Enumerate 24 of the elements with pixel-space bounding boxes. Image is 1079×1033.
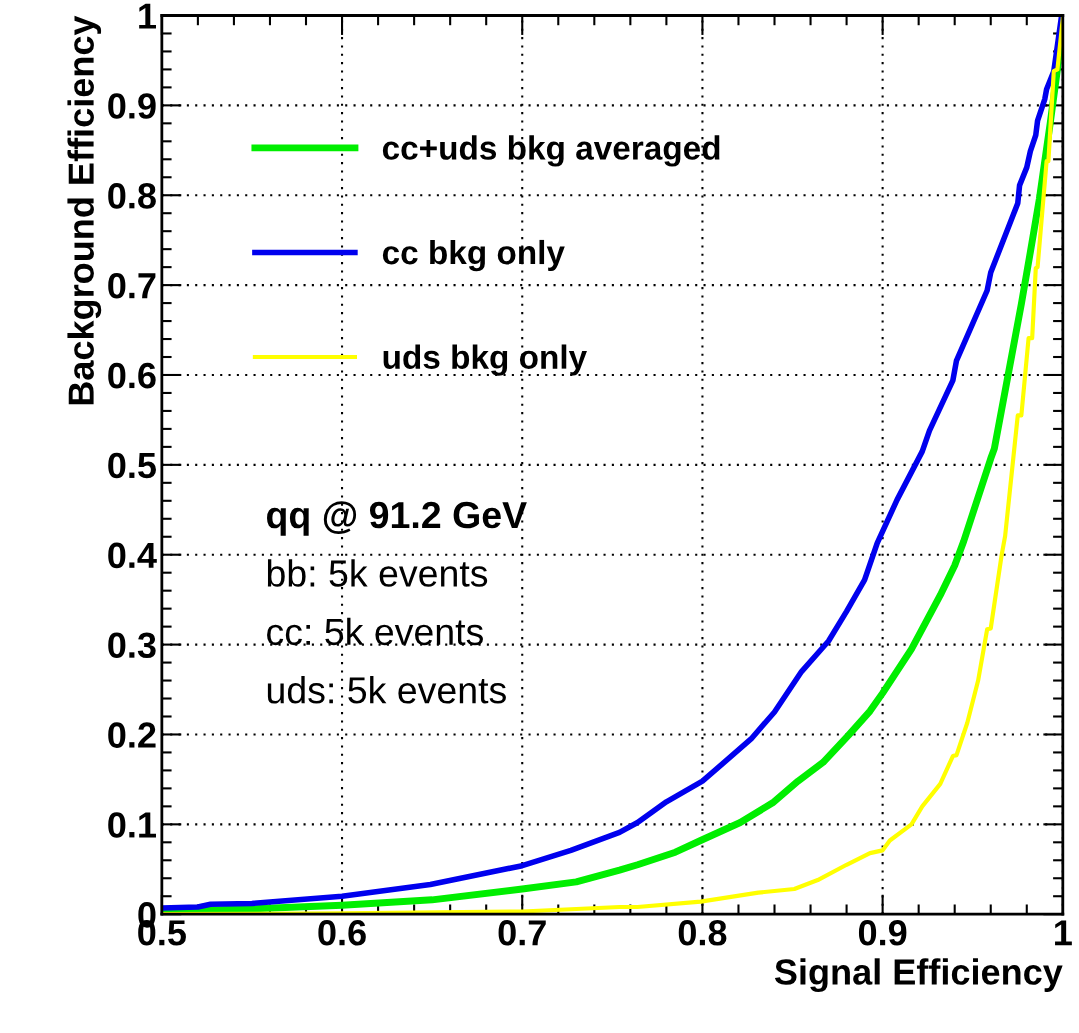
y-tick-label: 0.8	[108, 183, 156, 209]
y-tick-label: 1	[139, 3, 156, 29]
x-tick-label: 0.9	[858, 920, 907, 946]
y-tick-label: 0.2	[108, 722, 156, 748]
x-tick-label: 1	[1055, 920, 1072, 946]
x-tick-label: 0.8	[678, 920, 727, 946]
x-axis-title: Signal Efficiency	[774, 958, 1063, 993]
y-tick-label: 0.5	[108, 452, 156, 479]
y-tick-label: 0.4	[108, 542, 157, 569]
y-tick-label: 0.1	[108, 812, 156, 838]
x-tick-label: 0.7	[498, 920, 546, 946]
y-tick-label: 0.7	[108, 272, 156, 299]
annotation: uds: 5k events	[267, 676, 506, 704]
y-tick-label: 0.3	[108, 632, 156, 659]
annotation: cc: 5k events	[267, 617, 483, 646]
legend-label: uds bkg only	[383, 344, 587, 376]
legend-label: cc bkg only	[382, 239, 565, 272]
annotation: qq @ 91.2 GeV	[267, 501, 527, 536]
y-tick-label: 0.9	[108, 93, 156, 119]
y-tick-label: 0.6	[108, 362, 156, 389]
legend-label: cc+uds bkg averaged	[382, 135, 720, 167]
x-tick-label: 0.6	[318, 920, 366, 946]
y-axis-title: Background Efficiency	[67, 15, 102, 405]
annotation: bb: 5k events	[267, 559, 488, 587]
